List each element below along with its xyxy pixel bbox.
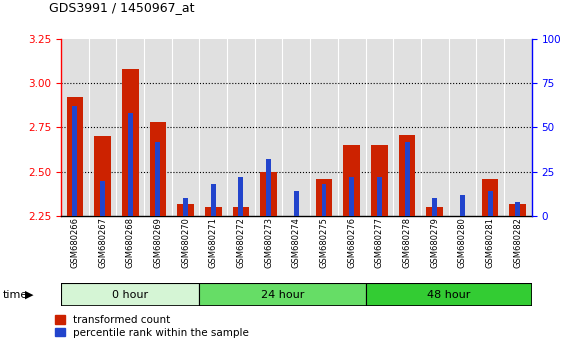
Bar	[449, 39, 476, 216]
FancyBboxPatch shape	[199, 283, 365, 306]
Bar	[288, 216, 304, 225]
Bar	[61, 39, 89, 216]
Bar	[315, 179, 332, 216]
Bar	[510, 204, 526, 216]
Bar	[399, 135, 415, 216]
Bar	[232, 207, 249, 216]
Bar	[205, 207, 221, 216]
Bar	[211, 184, 216, 216]
Bar	[199, 39, 227, 216]
Bar	[266, 159, 271, 216]
Bar	[260, 172, 277, 216]
Bar	[349, 177, 354, 216]
Bar	[100, 181, 105, 216]
Text: 24 hour: 24 hour	[261, 290, 304, 300]
Bar	[515, 202, 520, 216]
Bar	[116, 39, 144, 216]
Text: ▶: ▶	[25, 290, 34, 300]
Bar	[338, 39, 365, 216]
Bar	[371, 145, 388, 216]
Bar	[365, 39, 393, 216]
FancyBboxPatch shape	[365, 283, 532, 306]
Bar	[183, 198, 188, 216]
Bar	[255, 39, 282, 216]
Bar	[460, 195, 465, 216]
Text: 48 hour: 48 hour	[427, 290, 470, 300]
Bar	[321, 184, 327, 216]
Text: GDS3991 / 1450967_at: GDS3991 / 1450967_at	[49, 1, 195, 14]
Bar	[172, 39, 199, 216]
Bar	[238, 177, 243, 216]
Bar	[377, 177, 382, 216]
Bar	[426, 207, 443, 216]
Bar	[432, 198, 437, 216]
Bar	[454, 216, 471, 225]
Bar	[227, 39, 255, 216]
Bar	[476, 39, 504, 216]
Bar	[144, 39, 172, 216]
Text: time: time	[3, 290, 28, 300]
Text: 0 hour: 0 hour	[112, 290, 148, 300]
Bar	[482, 179, 498, 216]
Bar	[128, 113, 132, 216]
Bar	[294, 191, 299, 216]
Bar	[393, 39, 421, 216]
Bar	[122, 69, 138, 216]
Bar	[67, 97, 83, 216]
Bar	[504, 39, 532, 216]
Bar	[149, 122, 166, 216]
Bar	[282, 39, 310, 216]
Legend: transformed count, percentile rank within the sample: transformed count, percentile rank withi…	[55, 315, 249, 338]
Bar	[310, 39, 338, 216]
Bar	[487, 191, 493, 216]
Bar	[94, 136, 111, 216]
Bar	[89, 39, 116, 216]
Bar	[421, 39, 449, 216]
Bar	[155, 142, 160, 216]
Bar	[343, 145, 360, 216]
Bar	[404, 142, 410, 216]
Bar	[177, 204, 194, 216]
Bar	[73, 106, 77, 216]
FancyBboxPatch shape	[61, 283, 199, 306]
